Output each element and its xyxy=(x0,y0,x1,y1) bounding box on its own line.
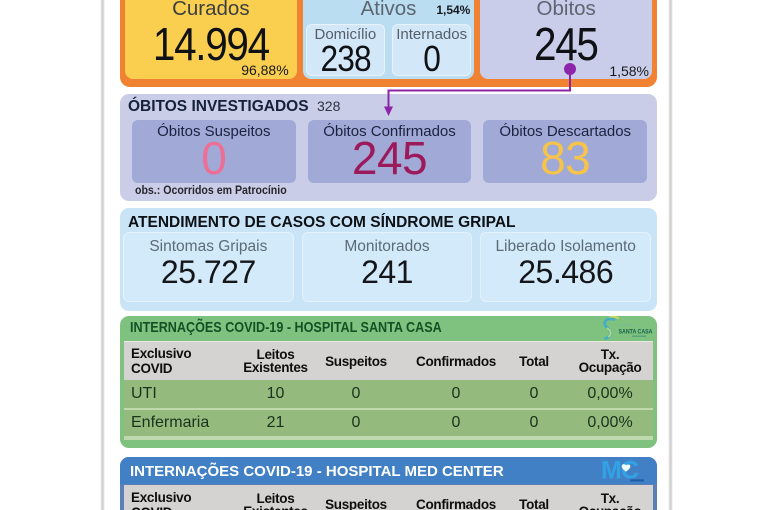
svg-text:SANTA CASA: SANTA CASA xyxy=(619,329,653,336)
